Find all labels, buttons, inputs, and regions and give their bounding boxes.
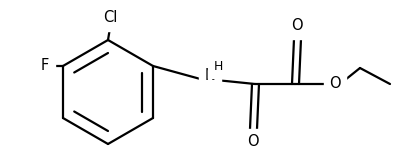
Text: N: N xyxy=(204,69,216,83)
Text: Cl: Cl xyxy=(103,10,117,26)
Text: O: O xyxy=(329,76,341,92)
Text: F: F xyxy=(41,58,49,74)
Text: O: O xyxy=(291,18,303,33)
Text: O: O xyxy=(247,135,259,150)
Text: H: H xyxy=(213,59,223,73)
